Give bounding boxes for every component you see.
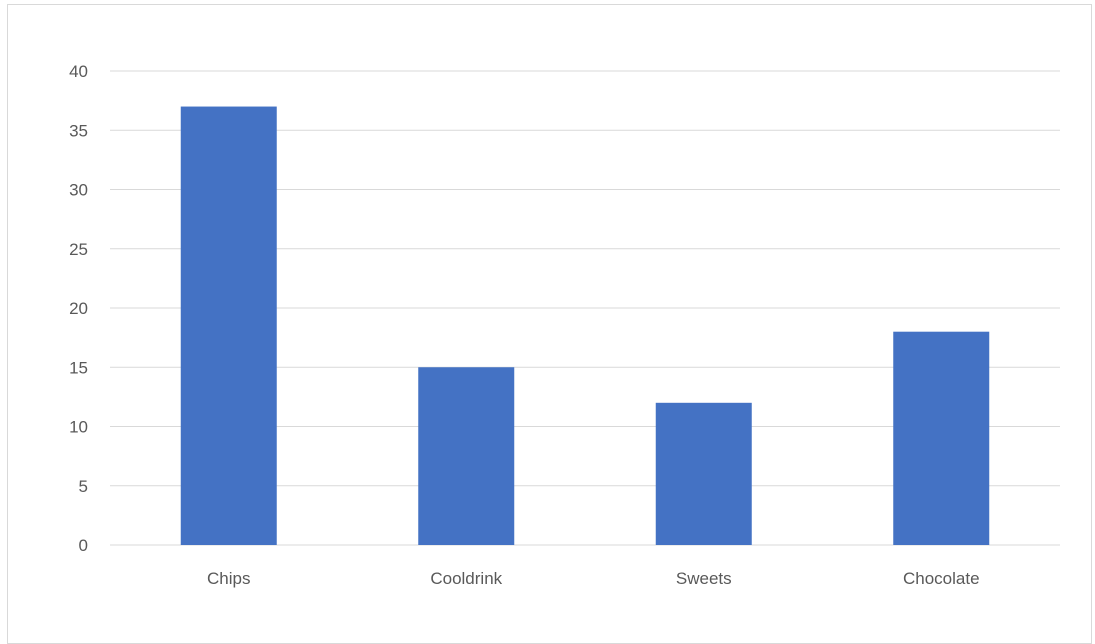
- y-tick-label: 40: [69, 62, 88, 81]
- x-axis-tick-labels: Chips Cooldrink Sweets Chocolate: [207, 569, 980, 588]
- x-tick-label-chips: Chips: [207, 569, 250, 588]
- y-axis-tick-labels: 0 5 10 15 20 25 30 35 40: [69, 62, 88, 555]
- y-tick-label: 5: [79, 477, 88, 496]
- bars: [180, 106, 990, 546]
- x-tick-label-cooldrink: Cooldrink: [430, 569, 502, 588]
- x-tick-label-chocolate: Chocolate: [903, 569, 980, 588]
- bar-chocolate: [893, 331, 990, 545]
- bar-chips: [180, 106, 277, 546]
- y-tick-label: 35: [69, 121, 88, 140]
- bar-cooldrink: [418, 367, 515, 545]
- bar-sweets: [655, 402, 752, 545]
- y-tick-label: 0: [79, 536, 88, 555]
- y-tick-label: 15: [69, 358, 88, 377]
- y-tick-label: 25: [69, 240, 88, 259]
- y-tick-label: 10: [69, 418, 88, 437]
- y-tick-label: 30: [69, 181, 88, 200]
- x-tick-label-sweets: Sweets: [676, 569, 732, 588]
- bar-chart: 0 5 10 15 20 25 30 35 40 Chips Cooldrink Sweets Cho…: [69, 62, 1060, 588]
- y-tick-label: 20: [69, 299, 88, 318]
